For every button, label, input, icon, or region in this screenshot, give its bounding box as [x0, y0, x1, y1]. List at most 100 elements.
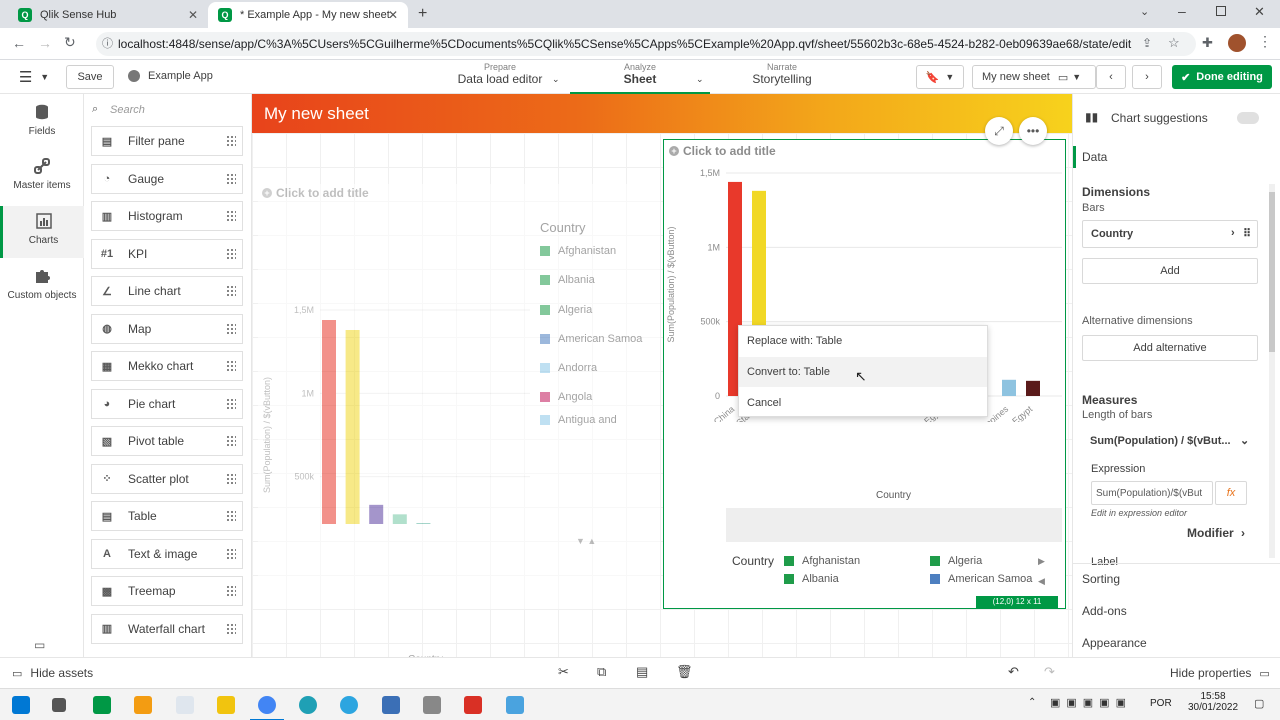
legend-prev-arrow[interactable]: ◀	[1038, 576, 1045, 586]
legend-item[interactable]: American Samoa	[540, 333, 642, 345]
maximize-icon[interactable]	[1216, 6, 1226, 16]
sorting-section[interactable]: Sorting	[1082, 572, 1121, 586]
app-icon[interactable]	[423, 696, 441, 714]
windows-start-icon[interactable]	[12, 696, 30, 714]
new-tab-icon[interactable]: +	[418, 5, 428, 22]
chart-title[interactable]: + Click to add title	[669, 144, 776, 158]
asset-item[interactable]: ▤ Filter pane	[91, 126, 243, 156]
edge-icon[interactable]	[299, 696, 317, 714]
language-indicator[interactable]: POR	[1150, 698, 1172, 709]
mini-scrollbar[interactable]	[726, 508, 1062, 542]
chart-suggestions-toggle[interactable]	[1237, 112, 1259, 124]
nav-narrate[interactable]: Narrate Storytelling	[722, 62, 842, 94]
app-name[interactable]: Example App	[128, 70, 213, 82]
drag-handle-icon[interactable]	[226, 210, 236, 222]
rail-item-charts[interactable]: Charts	[0, 206, 84, 258]
forward-icon[interactable]: →	[38, 35, 52, 51]
fx-icon[interactable]: fx	[1215, 481, 1247, 505]
modifier-link[interactable]: Modifier ›	[1187, 526, 1245, 540]
add-dimension-button[interactable]: Add	[1082, 258, 1258, 284]
close-tab-icon[interactable]: ✕	[187, 8, 198, 22]
asset-item[interactable]: ∠ Line chart	[91, 276, 243, 306]
chrome-icon[interactable]	[258, 696, 276, 714]
rail-item-master-items[interactable]: Master items	[0, 158, 84, 208]
legend-item[interactable]: Andorra	[540, 362, 597, 374]
asset-item[interactable]: ▦ Mekko chart	[91, 351, 243, 381]
asset-item[interactable]: A Text & image	[91, 538, 243, 569]
menu-dots-icon[interactable]: ⋮	[1258, 33, 1272, 49]
legend-item[interactable]: Albania	[540, 274, 595, 286]
collapse-icon[interactable]: ▭	[34, 638, 46, 652]
drag-handle-icon[interactable]	[226, 585, 236, 597]
menu-item-cancel[interactable]: Cancel	[747, 397, 782, 409]
qlik-app-icon[interactable]	[93, 696, 111, 714]
minimize-icon[interactable]: –	[1178, 3, 1186, 19]
scrollbar-thumb[interactable]	[1269, 192, 1275, 352]
add-alternative-button[interactable]: Add alternative	[1082, 335, 1258, 361]
asset-item[interactable]: ▤ Table	[91, 501, 243, 531]
legend-item[interactable]: Algeria	[930, 555, 982, 567]
drag-handle-icon[interactable]	[226, 172, 236, 185]
sheet-title[interactable]: My new sheet	[264, 104, 369, 123]
hide-assets-button[interactable]: ▭ Hide assets	[12, 666, 93, 680]
asset-item[interactable]: ▥ Histogram	[91, 201, 243, 231]
extensions-icon[interactable]: ✚	[1202, 35, 1213, 50]
rail-item-custom-objects[interactable]: Custom objects	[0, 268, 84, 318]
expression-input[interactable]: Sum(Population)/$(vBut	[1091, 481, 1213, 505]
clock[interactable]: 15:58 30/01/2022	[1183, 691, 1243, 713]
bookmark-star-icon[interactable]: ☆	[1168, 35, 1180, 50]
legend-item[interactable]: American Samoa	[930, 573, 1032, 585]
legend-item[interactable]: Albania	[784, 573, 839, 585]
bookmarks-button[interactable]: 🔖 ▼	[916, 65, 964, 89]
profile-avatar[interactable]	[1228, 34, 1246, 52]
legend-item[interactable]: Afghanistan	[540, 245, 616, 257]
data-tab[interactable]: Data	[1082, 150, 1108, 164]
undo-icon[interactable]: ↶	[1008, 664, 1019, 679]
drag-handle-icon[interactable]	[226, 247, 236, 260]
drag-handle-icon[interactable]	[226, 472, 236, 485]
legend-next-arrow[interactable]: ▶	[1038, 556, 1045, 566]
nav-analyze[interactable]: Analyze Sheet ⌄	[570, 62, 710, 94]
save-button[interactable]: Save	[66, 65, 114, 89]
asset-item[interactable]: ▩ Treemap	[91, 576, 243, 606]
drag-handle-icon[interactable]	[226, 622, 236, 635]
app-icon[interactable]	[506, 696, 524, 714]
drag-handle-icon[interactable]	[226, 547, 236, 560]
sheet-selector[interactable]: My new sheet ▭ ▼	[972, 65, 1096, 89]
properties-scrollbar[interactable]	[1269, 184, 1275, 558]
rail-item-fields[interactable]: Fields	[0, 104, 84, 154]
folder-icon[interactable]	[217, 696, 235, 714]
copy-icon[interactable]: ⧉	[597, 664, 607, 679]
back-icon[interactable]: ←	[12, 35, 26, 51]
notifications-icon[interactable]: ▢	[1254, 698, 1265, 710]
previous-sheet-button[interactable]: ‹	[1096, 65, 1126, 89]
menu-item-replace-with-table[interactable]: Replace with: Table	[747, 335, 843, 347]
paste-icon[interactable]: ▤	[636, 664, 649, 679]
asset-item[interactable]: ⁘ Scatter plot	[91, 463, 243, 494]
legend-item[interactable]: Algeria	[540, 304, 592, 316]
chart-title[interactable]: + Click to add title	[262, 186, 369, 200]
legend-item[interactable]: Angola	[540, 391, 592, 403]
addons-section[interactable]: Add-ons	[1082, 604, 1127, 618]
drag-handle-icon[interactable]	[226, 360, 236, 372]
asset-item[interactable]: ◔ Gauge	[91, 163, 243, 194]
asset-item[interactable]: ◕ Pie chart	[91, 388, 243, 419]
nav-prepare[interactable]: Prepare Data load editor ⌄	[440, 62, 560, 94]
menu-item-convert-to-table[interactable]: Convert to: Table	[739, 357, 987, 387]
tab-example-app[interactable]: Q * Example App - My new sheet | ... ✕	[208, 2, 408, 28]
legend-scroll-arrows[interactable]: ▼ ▲	[576, 536, 597, 546]
dimension-country-item[interactable]: Country › ⠿	[1082, 220, 1258, 248]
drag-handle-icon[interactable]	[226, 322, 236, 335]
legend-item[interactable]: Afghanistan	[784, 555, 860, 567]
done-editing-button[interactable]: ✔ Done editing	[1172, 65, 1272, 89]
hide-properties-button[interactable]: Hide properties ▭	[1170, 666, 1270, 680]
search-input[interactable]: ⌕ Search	[90, 98, 246, 122]
cut-icon[interactable]: ✂	[558, 664, 569, 679]
drag-handle-icon[interactable]	[226, 510, 236, 522]
global-menu-button[interactable]: ☰ ▼	[10, 65, 58, 89]
tray-overflow-icon[interactable]: ⌃	[1028, 697, 1037, 708]
legend-item[interactable]: Antigua and	[540, 414, 617, 426]
asset-item[interactable]: #1 KPI	[91, 238, 243, 269]
document-icon[interactable]	[176, 696, 194, 714]
drag-handle-icon[interactable]	[226, 285, 236, 297]
